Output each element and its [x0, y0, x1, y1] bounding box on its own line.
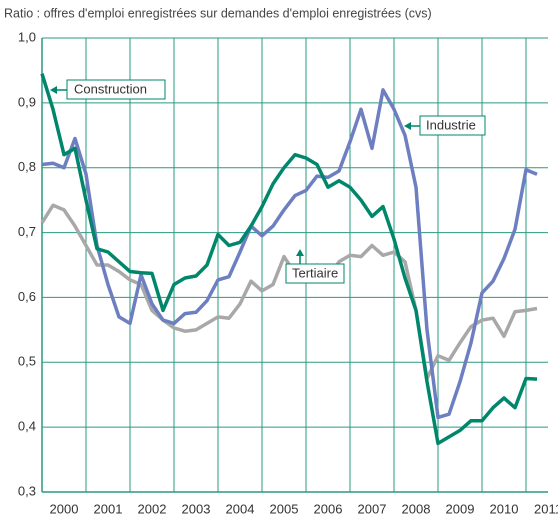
x-tick-label: 2010 [490, 501, 519, 516]
annotations: Construction Industrie Tertiaire [50, 79, 486, 284]
x-tick-label: 2008 [402, 501, 431, 516]
y-tick-label: 0,9 [18, 94, 36, 109]
x-tick-label: 2006 [314, 501, 343, 516]
x-tick-label: 2007 [358, 501, 387, 516]
y-tick-label: 0,6 [18, 289, 36, 304]
y-tick-label: 0,3 [18, 483, 36, 498]
y-tick-label: 0,8 [18, 159, 36, 174]
annotation-label: Industrie [426, 117, 476, 132]
x-tick-label: 2001 [94, 501, 123, 516]
x-tick-label: 2002 [138, 501, 167, 516]
annotation-label: Construction [74, 81, 147, 96]
y-tick-label: 0,4 [18, 419, 36, 434]
y-tick-label: 0,5 [18, 354, 36, 369]
x-tick-label: 2004 [226, 501, 255, 516]
series-line [40, 203, 538, 381]
y-tick-label: 1,0 [18, 29, 36, 44]
annotation-box [285, 263, 345, 284]
series-line [40, 73, 538, 446]
x-tick-label: 2003 [182, 501, 211, 516]
arrow-head [296, 249, 304, 256]
x-tick-label: 2005 [270, 501, 299, 516]
arrow-head [404, 122, 411, 130]
x-tick-label: 2009 [446, 501, 475, 516]
chart-title: Ratio : offres d'emploi enregistrées sur… [4, 6, 432, 20]
x-tick-label: 2000 [50, 501, 79, 516]
x-tick-label: 2011 [534, 501, 558, 516]
arrow-head [50, 86, 57, 94]
y-tick-label: 0,7 [18, 224, 36, 239]
annotation-label: Tertiaire [292, 265, 338, 280]
series-line [41, 88, 538, 420]
